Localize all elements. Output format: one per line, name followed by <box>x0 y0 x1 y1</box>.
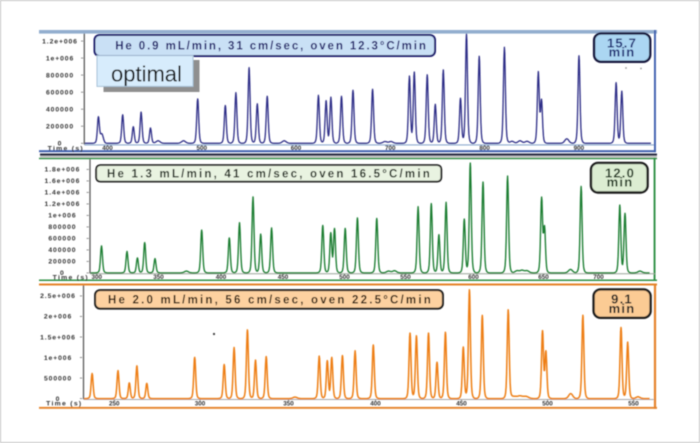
svg-text:300: 300 <box>92 274 103 281</box>
svg-text:700: 700 <box>593 274 604 281</box>
svg-text:500: 500 <box>339 274 350 281</box>
svg-text:1.8e+006: 1.8e+006 <box>45 167 81 174</box>
svg-text:500: 500 <box>542 401 553 408</box>
svg-text:1.4e+006: 1.4e+006 <box>45 190 81 197</box>
svg-text:200000: 200000 <box>46 124 74 131</box>
svg-text:1e+006: 1e+006 <box>46 55 74 62</box>
svg-text:450: 450 <box>278 274 289 281</box>
svg-text:2e+006: 2e+006 <box>44 314 72 321</box>
svg-text:0: 0 <box>58 141 63 148</box>
svg-text:Time (s): Time (s) <box>48 145 84 152</box>
svg-text:400000: 400000 <box>46 107 74 114</box>
svg-text:0: 0 <box>60 270 65 277</box>
svg-text:600000: 600000 <box>48 236 76 243</box>
svg-text:600: 600 <box>468 274 479 281</box>
svg-text:1e+006: 1e+006 <box>48 213 76 220</box>
svg-text:500000: 500000 <box>44 375 72 382</box>
svg-text:400: 400 <box>216 274 227 281</box>
svg-text:900: 900 <box>574 145 585 152</box>
svg-text:400: 400 <box>370 401 381 408</box>
svg-text:350: 350 <box>283 401 294 408</box>
svg-text:15.7: 15.7 <box>607 35 637 50</box>
svg-text:800: 800 <box>479 145 490 152</box>
svg-text:550: 550 <box>628 401 639 408</box>
svg-text:650: 650 <box>538 274 549 281</box>
svg-text:400000: 400000 <box>48 247 76 254</box>
svg-text:9.1: 9.1 <box>611 291 633 306</box>
svg-text:550: 550 <box>400 274 411 281</box>
svg-text:1e+006: 1e+006 <box>44 355 72 362</box>
svg-text:He 2.0 mL/min, 56 cm/sec, oven: He 2.0 mL/min, 56 cm/sec, oven 22.5°C/mi… <box>108 295 433 307</box>
svg-text:400: 400 <box>102 145 113 152</box>
svg-text:0: 0 <box>56 396 61 403</box>
svg-text:min: min <box>609 45 636 60</box>
svg-text:min: min <box>609 301 636 316</box>
svg-text:600: 600 <box>291 145 302 152</box>
svg-text:min: min <box>607 175 634 190</box>
svg-text:600000: 600000 <box>46 90 74 97</box>
svg-text:He 0.9 mL/min, 31 cm/sec, oven: He 0.9 mL/min, 31 cm/sec, oven 12.3°C/mi… <box>115 41 428 53</box>
svg-text:450: 450 <box>456 401 467 408</box>
svg-text:optimal: optimal <box>111 62 182 87</box>
svg-text:Time (s): Time (s) <box>46 401 82 408</box>
svg-text:Time (s): Time (s) <box>53 274 89 281</box>
svg-text:800000: 800000 <box>48 224 76 231</box>
svg-text:He 1.3 mL/min, 41 cm/sec, oven: He 1.3 mL/min, 41 cm/sec, oven 16.5°C/mi… <box>107 168 432 180</box>
svg-text:2.5e+006: 2.5e+006 <box>40 293 76 300</box>
svg-text:200000: 200000 <box>48 259 76 266</box>
svg-text:12.0: 12.0 <box>605 165 635 180</box>
svg-text:800000: 800000 <box>46 72 74 79</box>
svg-text:250: 250 <box>109 401 120 408</box>
svg-text:300: 300 <box>195 401 206 408</box>
svg-text:1.5e+006: 1.5e+006 <box>40 334 76 341</box>
svg-text:1.6e+006: 1.6e+006 <box>45 178 81 185</box>
svg-text:500: 500 <box>197 145 208 152</box>
svg-text:1.2e+006: 1.2e+006 <box>45 201 81 208</box>
svg-text:700: 700 <box>385 145 396 152</box>
svg-text:1.2e+006: 1.2e+006 <box>42 38 78 45</box>
svg-text:350: 350 <box>153 274 164 281</box>
